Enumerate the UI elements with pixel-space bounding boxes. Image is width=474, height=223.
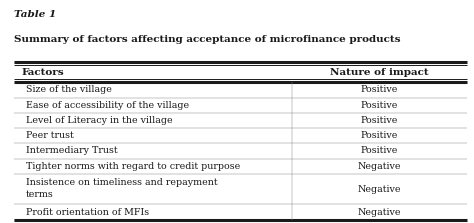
Text: Size of the village: Size of the village [26,85,112,94]
Text: Positive: Positive [361,85,398,94]
Text: Positive: Positive [361,147,398,155]
Text: Ease of accessibility of the village: Ease of accessibility of the village [26,101,189,110]
Text: Intermediary Trust: Intermediary Trust [26,147,118,155]
Text: Negative: Negative [357,185,401,194]
Text: Positive: Positive [361,101,398,110]
Text: Negative: Negative [357,208,401,217]
Text: Positive: Positive [361,131,398,140]
Text: Profit orientation of MFIs: Profit orientation of MFIs [26,208,149,217]
Text: Tighter norms with regard to credit purpose: Tighter norms with regard to credit purp… [26,162,240,171]
Text: terms: terms [26,190,54,199]
Text: Summary of factors affecting acceptance of microfinance products: Summary of factors affecting acceptance … [14,35,401,43]
Text: Peer trust: Peer trust [26,131,74,140]
Text: Negative: Negative [357,162,401,171]
Text: Nature of impact: Nature of impact [330,68,428,77]
Text: Insistence on timeliness and repayment: Insistence on timeliness and repayment [26,178,218,187]
Text: Table 1: Table 1 [14,10,56,19]
Text: Level of Literacy in the village: Level of Literacy in the village [26,116,173,125]
Text: Positive: Positive [361,116,398,125]
Text: Factors: Factors [21,68,64,77]
